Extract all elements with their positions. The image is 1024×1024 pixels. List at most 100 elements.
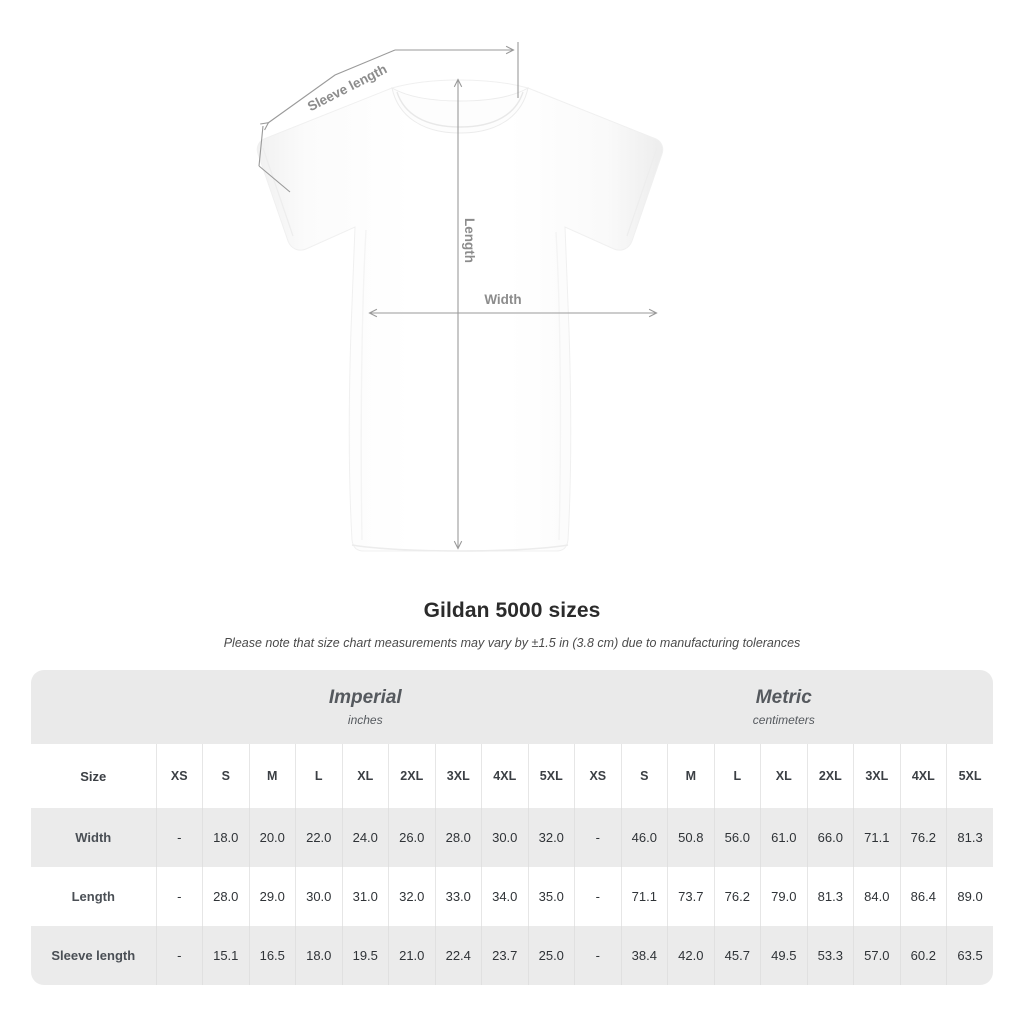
size-header-cell-imperial-2xl: 2XL <box>388 744 435 808</box>
row-label-length: Length <box>31 867 156 926</box>
row-label-width: Width <box>31 808 156 867</box>
cell-length-imperial-4xl: 34.0 <box>481 867 528 926</box>
size-header-cell-imperial-4xl: 4XL <box>481 744 528 808</box>
cell-sleeve-length-metric-2xl: 53.3 <box>806 926 854 985</box>
size-header-row: Size XS S M L XL 2XL 3XL 4XL 5XL XS S M L XL 2XL 3XL 4XL 5… <box>31 744 993 808</box>
size-header-cell-metric-l: L <box>713 744 761 808</box>
size-header-cell-metric-s: S <box>620 744 668 808</box>
cell-width-metric-4xl: 76.2 <box>899 808 947 867</box>
cell-width-metric-xl: 61.0 <box>760 808 808 867</box>
cell-length-metric-5xl: 89.0 <box>946 867 993 926</box>
cell-width-metric-5xl: 81.3 <box>946 808 993 867</box>
cell-width-metric-3xl: 71.1 <box>853 808 901 867</box>
cell-width-imperial-3xl: 28.0 <box>434 808 482 867</box>
cell-sleeve-length-imperial-xl: 19.5 <box>341 926 389 985</box>
cell-sleeve-length-metric-5xl: 63.5 <box>946 926 993 985</box>
cell-width-metric-s: 46.0 <box>620 808 668 867</box>
size-header-cell-metric-4xl: 4XL <box>899 744 947 808</box>
unit-name: Metric <box>755 686 812 708</box>
cell-sleeve-length-metric-xl: 49.5 <box>760 926 808 985</box>
cell-length-metric-3xl: 84.0 <box>853 867 901 926</box>
tshirt-measurement-diagram: Sleeve length Length Width <box>256 42 664 552</box>
unit-header-spacer <box>31 670 156 744</box>
cell-width-imperial-l: 22.0 <box>295 808 342 867</box>
cell-width-imperial-xs: - <box>155 808 203 867</box>
cell-width-metric-xs: - <box>574 808 622 867</box>
unit-header-metric: Metric centimeters <box>574 670 993 744</box>
cell-sleeve-length-imperial-5xl: 25.0 <box>527 926 575 985</box>
unit-subtitle: inches <box>347 712 383 727</box>
cell-length-metric-s: 71.1 <box>620 867 668 926</box>
size-header-cell-imperial-l: L <box>295 744 342 808</box>
cell-length-imperial-s: 28.0 <box>202 867 249 926</box>
row-label-sleeve-length: Sleeve length <box>31 926 156 985</box>
cell-sleeve-length-imperial-s: 15.1 <box>202 926 249 985</box>
table-row: Sleeve length -15.1 16.5 18.0 19.5 21.0 22.4 23… <box>31 926 993 985</box>
size-chart-body: Imperial inches Metric centimeters Size XS S M L… <box>31 670 993 985</box>
size-header-cell-metric-5xl: 5XL <box>946 744 993 808</box>
size-header-cell-imperial-xl: XL <box>341 744 389 808</box>
size-header-cell-metric-xl: XL <box>760 744 808 808</box>
table-row: Width -18.0 20.0 22.0 24.0 26.0 28.0 30.0 32.0-4… <box>31 808 993 867</box>
size-header-label: Size <box>31 744 156 808</box>
cell-sleeve-length-imperial-3xl: 22.4 <box>434 926 482 985</box>
size-header-cell-imperial-m: M <box>248 744 296 808</box>
tolerance-note: Please note that size chart measurements… <box>223 636 801 650</box>
size-header-cell-metric-m: M <box>667 744 715 808</box>
cell-length-metric-xs: - <box>574 867 622 926</box>
unit-subtitle: centimeters <box>752 712 815 727</box>
cell-width-imperial-m: 20.0 <box>248 808 296 867</box>
size-header-cell-imperial-3xl: 3XL <box>434 744 482 808</box>
cell-sleeve-length-imperial-xs: - <box>155 926 203 985</box>
size-header-cell-imperial-5xl: 5XL <box>527 744 575 808</box>
size-header-cell-imperial-xs: XS <box>155 744 203 808</box>
page-title: Gildan 5000 sizes <box>423 599 601 622</box>
cell-sleeve-length-metric-m: 42.0 <box>667 926 715 985</box>
unit-header-imperial: Imperial inches <box>156 670 575 744</box>
size-chart-table: Imperial inches Metric centimeters Size XS S M L… <box>31 670 993 985</box>
size-header-cell-imperial-s: S <box>202 744 249 808</box>
unit-header-row: Imperial inches Metric centimeters <box>31 670 993 744</box>
cell-length-metric-l: 76.2 <box>713 867 761 926</box>
cell-length-imperial-2xl: 32.0 <box>388 867 435 926</box>
cell-sleeve-length-metric-4xl: 60.2 <box>899 926 947 985</box>
cell-length-metric-m: 73.7 <box>667 867 715 926</box>
sleeve-length-dimension <box>258 42 519 193</box>
cell-width-imperial-4xl: 30.0 <box>481 808 528 867</box>
cell-sleeve-length-metric-s: 38.4 <box>620 926 668 985</box>
cell-length-imperial-xl: 31.0 <box>341 867 389 926</box>
length-label: Length <box>462 218 477 263</box>
unit-name: Imperial <box>328 686 402 708</box>
cell-sleeve-length-imperial-l: 18.0 <box>295 926 342 985</box>
cell-length-metric-4xl: 86.4 <box>899 867 947 926</box>
cell-sleeve-length-metric-xs: - <box>574 926 622 985</box>
cell-width-metric-m: 50.8 <box>667 808 715 867</box>
cell-width-imperial-2xl: 26.0 <box>388 808 435 867</box>
tshirt-illustration <box>256 79 664 552</box>
table-row: Length -28.0 29.0 30.0 31.0 32.0 33.0 34.0 35.0-… <box>31 867 993 926</box>
size-header-cell-metric-2xl: 2XL <box>806 744 854 808</box>
cell-width-imperial-5xl: 32.0 <box>527 808 575 867</box>
cell-length-imperial-5xl: 35.0 <box>527 867 575 926</box>
size-chart-table-wrapper: Imperial inches Metric centimeters Size XS S M L… <box>31 670 993 985</box>
cell-width-metric-2xl: 66.0 <box>806 808 854 867</box>
cell-length-imperial-3xl: 33.0 <box>434 867 482 926</box>
width-label: Width <box>484 292 521 307</box>
size-header-cell-metric-xs: XS <box>574 744 622 808</box>
cell-length-imperial-xs: - <box>155 867 203 926</box>
cell-length-metric-2xl: 81.3 <box>806 867 854 926</box>
cell-sleeve-length-metric-3xl: 57.0 <box>853 926 901 985</box>
cell-width-imperial-s: 18.0 <box>202 808 249 867</box>
cell-sleeve-length-imperial-m: 16.5 <box>248 926 296 985</box>
cell-width-imperial-xl: 24.0 <box>341 808 389 867</box>
cell-sleeve-length-imperial-2xl: 21.0 <box>388 926 435 985</box>
cell-length-imperial-m: 29.0 <box>248 867 296 926</box>
cell-length-imperial-l: 30.0 <box>295 867 342 926</box>
size-header-cell-metric-3xl: 3XL <box>853 744 901 808</box>
cell-length-metric-xl: 79.0 <box>760 867 808 926</box>
cell-width-metric-l: 56.0 <box>713 808 761 867</box>
cell-sleeve-length-imperial-4xl: 23.7 <box>481 926 528 985</box>
heading-block: Gildan 5000 sizes Please note that size … <box>0 598 1024 652</box>
cell-sleeve-length-metric-l: 45.7 <box>713 926 761 985</box>
